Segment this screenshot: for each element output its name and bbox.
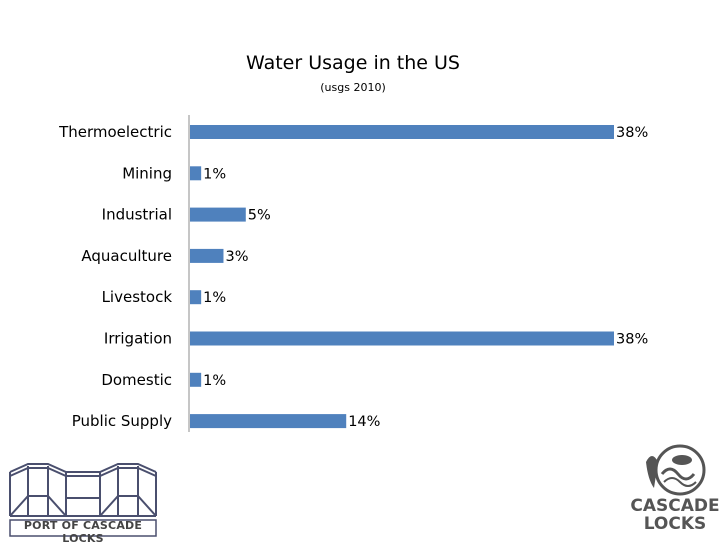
port-logo-text: PORT OF CASCADE LOCKS	[23, 519, 143, 545]
bar-domestic	[190, 372, 202, 387]
data-label: 1%	[203, 290, 226, 306]
category-label: Thermoelectric	[58, 123, 172, 141]
category-label: Irrigation	[104, 330, 172, 348]
bar-irrigation	[190, 331, 614, 346]
data-label: 1%	[203, 373, 226, 389]
category-label: Domestic	[101, 371, 172, 389]
category-label: Livestock	[102, 288, 173, 306]
bar-industrial	[190, 207, 246, 222]
category-label: Industrial	[102, 206, 172, 224]
cascade-locks-logo	[646, 444, 706, 496]
bar-aquaculture	[190, 248, 224, 263]
category-label: Public Supply	[72, 412, 172, 430]
category-label: Aquaculture	[81, 247, 172, 265]
chart-title: Water Usage in the US	[246, 52, 460, 74]
data-label: 38%	[616, 332, 648, 348]
bar-livestock	[190, 290, 202, 305]
port-of-cascade-locks-logo	[9, 463, 157, 537]
data-label: 38%	[616, 125, 648, 141]
data-label: 5%	[248, 208, 271, 224]
data-label: 3%	[225, 249, 248, 265]
logo-line-cascade: CASCADE	[630, 496, 720, 516]
category-label: Mining	[122, 164, 172, 182]
bar-public-supply	[190, 414, 347, 429]
logo-line-locks: LOCKS	[643, 514, 707, 534]
cascade-locks-logo-text: CASCADE LOCKS	[630, 497, 720, 533]
data-label: 14%	[348, 414, 380, 430]
chart-subtitle: (usgs 2010)	[320, 81, 386, 94]
data-label: 1%	[203, 166, 226, 182]
bar-thermoelectric	[190, 125, 614, 139]
bar-mining	[190, 166, 202, 181]
